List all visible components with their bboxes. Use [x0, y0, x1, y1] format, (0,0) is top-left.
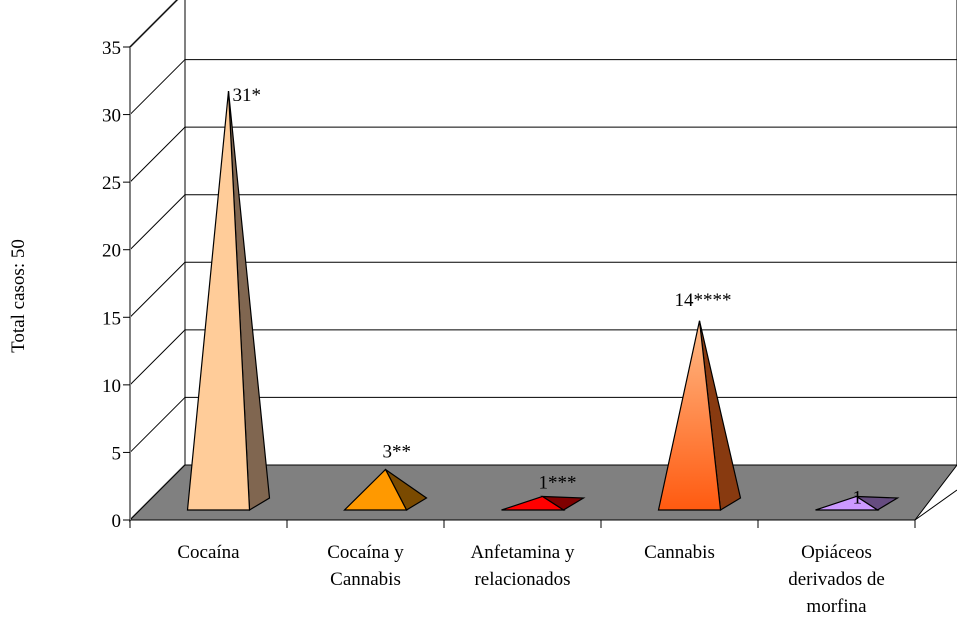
- pyramid-mark: [501, 495, 586, 511]
- category-label: Cocaína y Cannabis: [327, 542, 404, 590]
- gridline-depth: [129, 194, 186, 251]
- category-label: Opiáceos derivados de morfina: [788, 542, 885, 617]
- y-tick-label: 0: [112, 511, 122, 532]
- y-tick-label: 20: [102, 241, 121, 262]
- chart-walls: [129, 0, 957, 523]
- y-tick-label: 35: [102, 38, 121, 59]
- y-tick-labels: 0 5 10 15 20 25 30 35: [102, 38, 121, 532]
- category-label: Anfetamina y relacionados: [471, 542, 575, 590]
- y-tick-label: 25: [102, 173, 121, 194]
- category-labels: Cocaína Cocaína y Cannabis Anfetamina y rela…: [177, 542, 884, 617]
- axes: [123, 46, 957, 528]
- y-tick-label: 10: [102, 376, 121, 397]
- gridline-depth: [129, 0, 178, 48]
- gridline-depth: [129, 329, 186, 386]
- data-labels: 31* 3** 1*** 14**** 1: [233, 85, 863, 508]
- gridline-depth: [129, 59, 186, 115]
- y-axis-label: Total casos: 50: [8, 239, 29, 353]
- back-wall: [184, 0, 957, 466]
- pyramid-mark: [186, 90, 271, 512]
- gridline-depth: [129, 397, 186, 453]
- y-tick-label: 5: [112, 443, 122, 464]
- y-tick-label: 30: [102, 106, 121, 127]
- pyramid-series: [186, 90, 900, 512]
- floor-edge: [914, 489, 957, 521]
- pyramid-mark: [815, 495, 900, 511]
- category-label: Cocaína: [177, 542, 240, 563]
- y-tick-label: 15: [102, 308, 121, 329]
- pyramid-mark: [657, 320, 742, 511]
- data-label: 14****: [675, 290, 732, 311]
- data-label: 31*: [233, 85, 262, 106]
- data-label: 1: [853, 487, 863, 508]
- gridline-depth: [129, 261, 186, 318]
- data-label: 3**: [383, 441, 412, 462]
- data-label: 1***: [539, 472, 577, 493]
- category-label: Cannabis: [644, 542, 715, 563]
- gridlines: [129, 0, 957, 453]
- side-wall: [129, 0, 186, 523]
- pyramid-mark: [343, 468, 428, 511]
- gridline-depth: [129, 126, 186, 183]
